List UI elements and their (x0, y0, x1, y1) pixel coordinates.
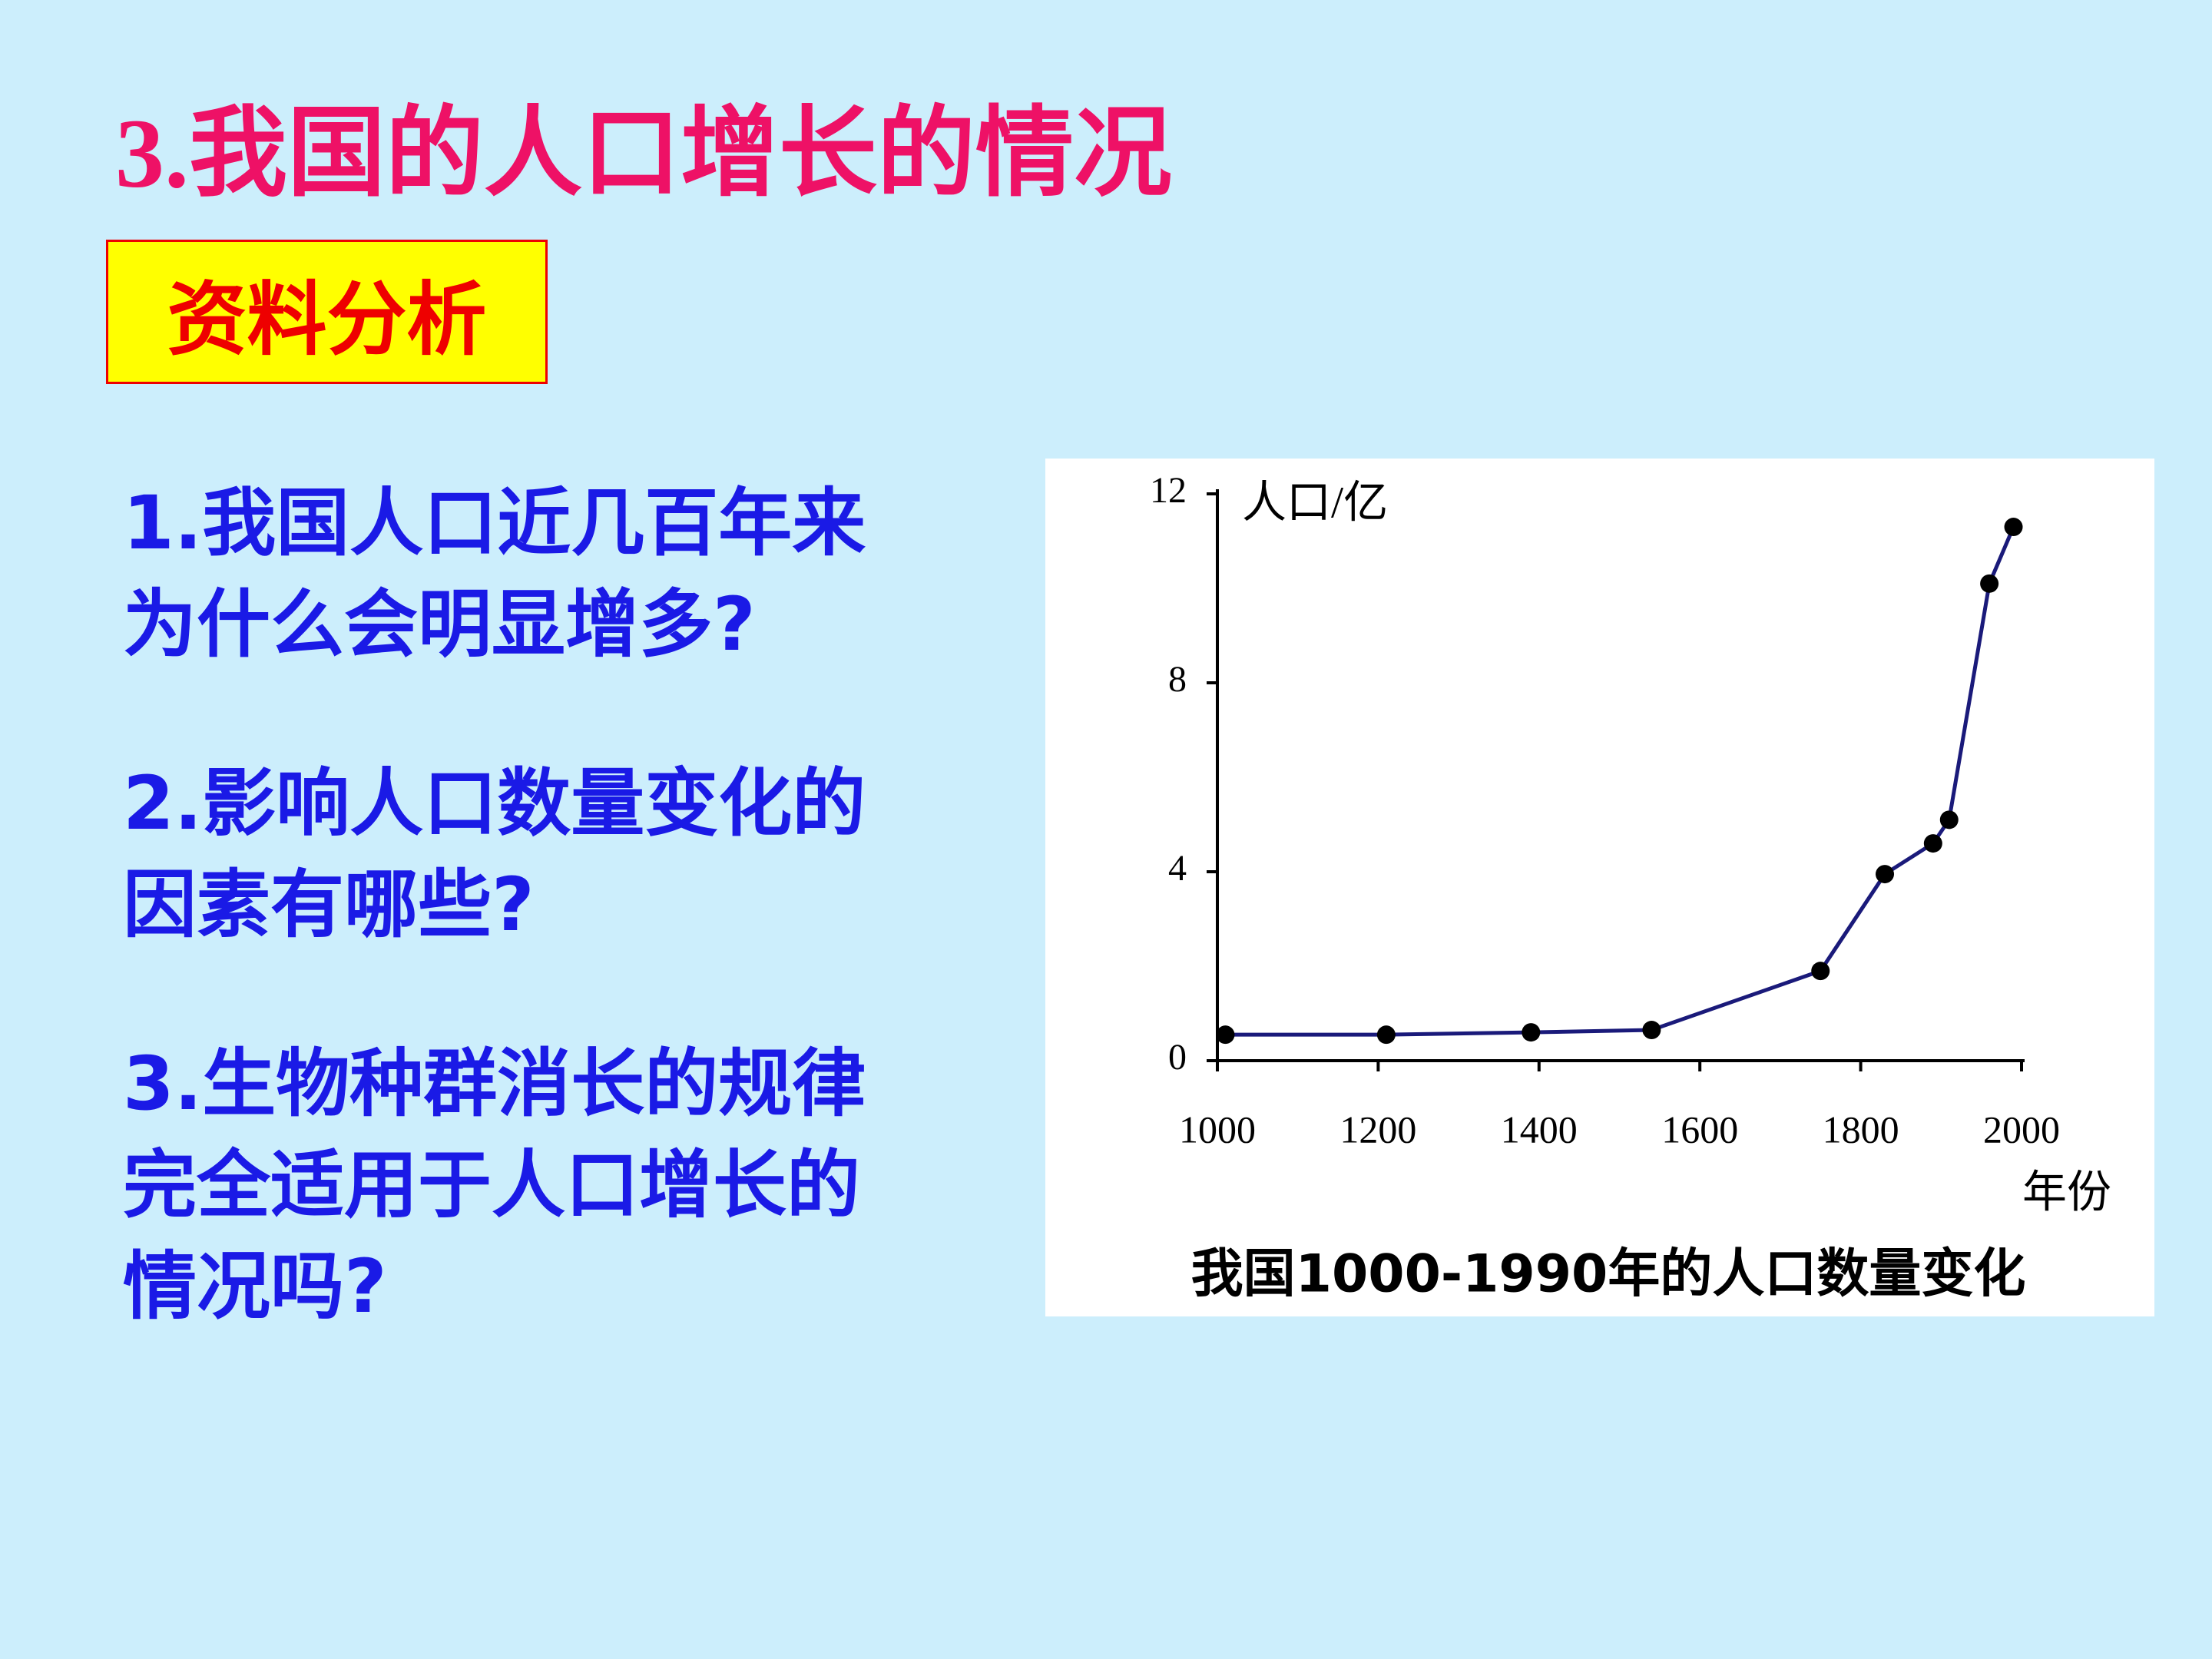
x-tick-label: 1000 (1179, 1108, 1256, 1151)
question: 2.影响人口数量变化的 因素有哪些? (123, 753, 866, 955)
data-point (1980, 574, 1999, 593)
question-line: 3.生物种群消长的规律 (123, 1041, 866, 1127)
question: 1.我国人口近几百年来 为什么会明显增多? (123, 472, 866, 675)
data-point (1923, 834, 1942, 853)
x-tick-label: 1600 (1661, 1108, 1738, 1151)
y-tick-label: 4 (1168, 848, 1187, 889)
chart-background (1045, 459, 2154, 1316)
x-tick-label: 1800 (1823, 1108, 1899, 1151)
data-point (1522, 1023, 1541, 1042)
data-point (1939, 810, 1959, 830)
y-axis-label: 人口/亿 (1242, 477, 1388, 527)
y-tick-label: 8 (1168, 659, 1187, 700)
x-axis-label: 年份 (2022, 1167, 2111, 1217)
question-line: 1.我国人口近几百年来 (123, 480, 866, 566)
data-point (1376, 1025, 1396, 1045)
tag-label: 资料分析 (106, 240, 548, 384)
chart-title: 我国1000-1990年的人口数量变化 (1191, 1244, 2026, 1305)
y-tick-label: 0 (1168, 1037, 1187, 1078)
data-point (1811, 962, 1830, 981)
question-line: 情况吗? (123, 1243, 387, 1330)
x-tick-label: 2000 (1983, 1108, 2060, 1151)
slide-title: 3.我国的人口增长的情况 (115, 99, 1173, 208)
data-point (1216, 1025, 1235, 1045)
x-tick-label: 1400 (1501, 1108, 1578, 1151)
x-tick-label: 1200 (1339, 1108, 1416, 1151)
data-point (2004, 518, 2023, 537)
y-tick-label: 12 (1150, 470, 1187, 511)
data-point (1876, 865, 1895, 884)
data-point (1642, 1021, 1661, 1040)
question-line: 2.影响人口数量变化的 (123, 760, 866, 846)
data-line (1225, 526, 2015, 1037)
question-line: 为什么会明显增多? (123, 581, 756, 667)
question-line: 完全适用于人口增长的 (123, 1142, 860, 1228)
question-line: 因素有哪些? (123, 862, 535, 948)
question: 3.生物种群消长的规律 完全适用于人口增长的 情况吗? (123, 1033, 866, 1337)
